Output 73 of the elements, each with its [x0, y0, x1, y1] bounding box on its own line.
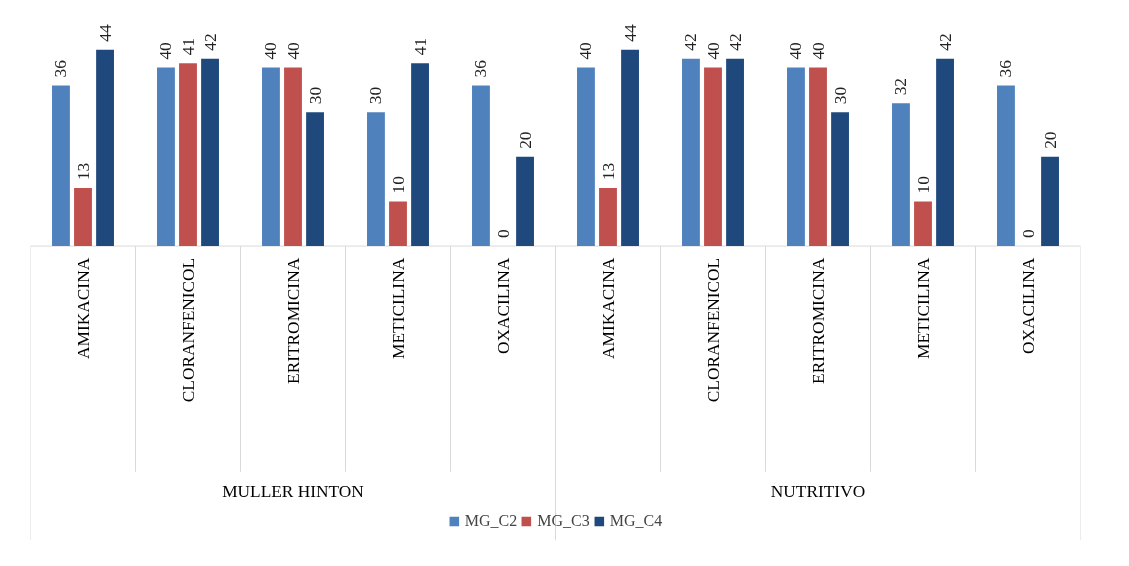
data-label: 30	[305, 86, 325, 105]
x-tick-label: ERITROMICINA	[808, 257, 828, 384]
data-label: 36	[996, 59, 1016, 78]
bar	[96, 49, 114, 247]
data-label: 42	[725, 33, 745, 51]
bar	[809, 67, 827, 247]
data-label: 42	[681, 33, 701, 51]
bar	[284, 67, 302, 247]
x-tick-label: OXACILINA	[1018, 257, 1038, 355]
bar	[201, 58, 219, 247]
bar	[157, 67, 175, 247]
text: NUTRITIVO	[770, 481, 866, 501]
bar	[411, 63, 429, 247]
data-label: 13	[598, 162, 618, 181]
x-tick-label: CLORANFENICOL	[703, 257, 723, 403]
bar	[599, 188, 617, 247]
bar	[262, 67, 280, 247]
data-label: 10	[388, 176, 408, 194]
data-label: 20	[1040, 131, 1060, 149]
bar	[704, 67, 722, 247]
x-tick-label: CLORANFENICOL	[178, 257, 198, 403]
data-label: 0	[493, 229, 513, 239]
x-tick-label: ERITROMICINA	[283, 257, 303, 384]
data-label: 44	[620, 24, 640, 42]
x-tick-label: AMIKACINA	[73, 257, 93, 359]
data-label: 0	[1018, 229, 1038, 239]
legend-label: MG_C4	[609, 512, 663, 530]
x-tick-label: AMIKACINA	[598, 257, 618, 359]
data-label: 40	[703, 42, 723, 60]
bar	[621, 49, 639, 247]
bar	[516, 156, 534, 247]
legend-label: MG_C3	[537, 512, 590, 530]
data-label: 40	[261, 42, 281, 60]
x-tick-label: OXACILINA	[493, 257, 513, 355]
bar	[682, 58, 700, 247]
data-label: 30	[366, 86, 386, 105]
text: MULLER HINTON	[222, 481, 365, 501]
bar	[472, 85, 490, 247]
bar	[914, 201, 932, 247]
data-label: 40	[156, 42, 176, 60]
bar	[936, 58, 954, 247]
data-label: 32	[891, 77, 911, 96]
data-label: 41	[178, 37, 198, 56]
bar	[831, 112, 849, 247]
data-label: 40	[808, 42, 828, 60]
data-label: 40	[283, 42, 303, 60]
data-label: 41	[410, 37, 430, 56]
data-label: 42	[200, 33, 220, 51]
legend-label: MG_C2	[464, 512, 518, 530]
data-label: 42	[935, 33, 955, 51]
bar	[577, 67, 595, 247]
bar	[74, 188, 92, 247]
bar	[389, 201, 407, 247]
bar	[306, 112, 324, 247]
bar	[367, 112, 385, 247]
x-tick-label: METICILINA	[388, 257, 408, 359]
x-tick-label: METICILINA	[913, 257, 933, 359]
bar	[997, 85, 1015, 247]
data-label: 20	[515, 131, 535, 149]
bar	[787, 67, 805, 247]
data-label: 30	[830, 86, 850, 105]
data-label: 44	[95, 24, 115, 42]
bar	[892, 103, 910, 247]
bar	[52, 85, 70, 247]
data-label: 13	[73, 162, 93, 181]
bar	[179, 63, 197, 247]
data-label: 36	[471, 59, 491, 78]
data-label: 10	[913, 176, 933, 194]
bar	[1041, 156, 1059, 247]
data-label: 36	[51, 59, 71, 78]
bar	[726, 58, 744, 247]
data-label: 40	[576, 42, 596, 60]
data-label: 40	[786, 42, 806, 60]
